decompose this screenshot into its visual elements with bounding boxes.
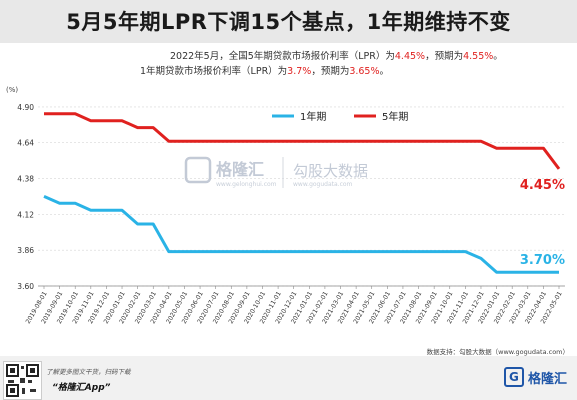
end-value-label: 4.45% [520, 178, 565, 193]
subtitle-text: 。 [379, 66, 390, 77]
subtitle-text: 。 [493, 51, 503, 62]
y-tick-label: 4.64 [17, 139, 34, 148]
end-value-label: 3.70% [520, 253, 565, 268]
app-name: “格隆汇App” [52, 383, 111, 393]
title-bar: 5月5年期LPR下调15个基点，1年期维持不变 [0, 0, 577, 43]
y-tick-label: 3.60 [17, 282, 34, 291]
watermark-name-2: 勾股大数据 [293, 162, 368, 180]
subtitle-text: 2022年5月，全国5年期贷款市场报价利率（LPR）为 [170, 51, 395, 62]
subtitle-line-2: 1年期贷款市场报价利率（LPR）为3.7%，预期为3.65%。 [140, 63, 389, 77]
footer [0, 356, 577, 400]
y-tick-label: 4.90 [17, 103, 34, 112]
y-unit-label: (%) [6, 86, 18, 94]
brand-logo: G 格隆汇 [503, 366, 567, 388]
lpr-line-chart: (%)3.603.864.124.384.644.902019-08-01201… [6, 86, 565, 325]
series-line-1 [43, 195, 559, 274]
watermark-logo-icon [184, 156, 212, 184]
watermark-url: www.gelonghui.com [216, 181, 277, 188]
brand-name: 格隆汇 [527, 371, 567, 387]
legend-label: 5年期 [382, 110, 408, 123]
y-tick-label: 4.38 [17, 175, 34, 184]
data-source: 数据支持：勾股大数据（www.gogudata.com） [426, 348, 569, 356]
qr-code-icon [3, 361, 42, 400]
actual-value: 4.45% [394, 51, 426, 62]
expected-value: 3.65% [349, 66, 380, 77]
download-note: 了解更多图文干货，扫码下载 [46, 368, 131, 376]
series-line-2 [44, 112, 561, 170]
watermark-url-2: www.gogudata.com [293, 181, 353, 188]
subtitle-line-1: 2022年5月，全国5年期贷款市场报价利率（LPR）为4.45%，预期为4.55… [170, 48, 503, 62]
legend-label: 1年期 [300, 110, 326, 123]
logo-icon: G [503, 367, 524, 387]
subtitle-text: 1年期贷款市场报价利率（LPR）为 [140, 66, 288, 77]
expected-value: 4.55% [463, 51, 494, 62]
actual-value: 3.7% [287, 66, 312, 77]
y-tick-label: 4.12 [17, 210, 34, 219]
subtitle-text: ，预期为 [425, 51, 464, 62]
page-title: 5月5年期LPR下调15个基点，1年期维持不变 [66, 10, 511, 34]
y-tick-label: 3.86 [17, 246, 34, 255]
subtitle-text: ，预期为 [311, 66, 350, 77]
watermark-name: 格隆汇 [216, 160, 264, 179]
